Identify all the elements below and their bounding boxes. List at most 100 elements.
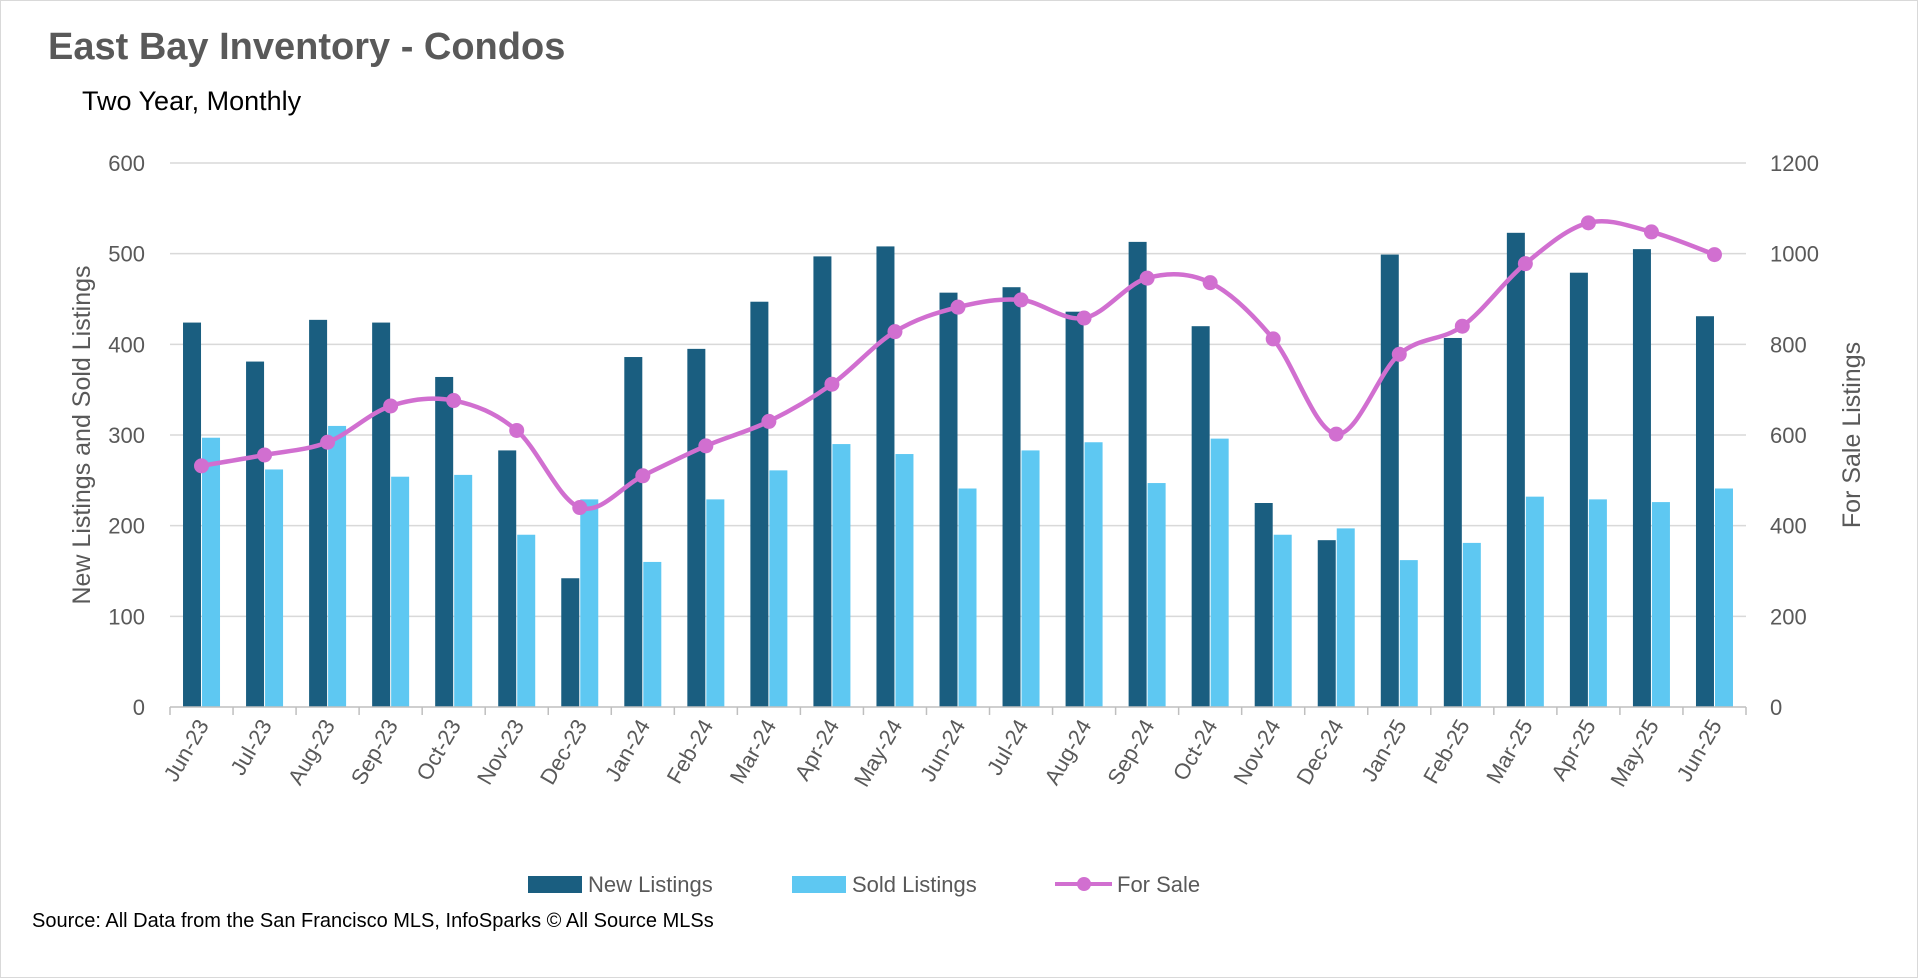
bar-new-listings — [1506, 232, 1525, 707]
left-tick-label: 300 — [108, 423, 145, 448]
right-tick-label: 800 — [1770, 332, 1807, 357]
for-sale-point — [194, 458, 210, 474]
left-tick-label: 600 — [108, 151, 145, 176]
x-tick-label: Nov-23 — [472, 715, 529, 789]
x-tick-label: Jun-25 — [1672, 715, 1727, 786]
bar-new-listings — [183, 322, 202, 707]
x-tick-label: Dec-23 — [535, 715, 592, 789]
bar-new-listings — [750, 301, 769, 707]
for-sale-point — [1580, 215, 1596, 231]
bar-new-listings — [246, 361, 265, 707]
bar-new-listings — [1632, 249, 1651, 707]
bar-new-listings — [1002, 287, 1021, 707]
for-sale-line-path — [201, 218, 1716, 511]
right-tick-label: 600 — [1770, 423, 1807, 448]
right-tick-label: 1000 — [1770, 242, 1819, 267]
for-sale-point — [1013, 292, 1029, 308]
for-sale-point — [1202, 275, 1218, 291]
bar-new-listings — [561, 578, 580, 707]
bar-sold-listings — [1147, 483, 1166, 707]
bar-new-listings — [1695, 316, 1714, 707]
right-tick-label: 400 — [1770, 514, 1807, 539]
for-sale-point — [572, 500, 588, 516]
bar-sold-listings — [1399, 560, 1418, 707]
left-tick-label: 200 — [108, 514, 145, 539]
bar-sold-listings — [1084, 442, 1103, 707]
bar-sold-listings — [643, 561, 662, 707]
legend-swatch-for-sale-marker — [1077, 877, 1091, 891]
for-sale-point — [1265, 331, 1281, 347]
bar-new-listings — [1317, 540, 1336, 707]
bar-new-listings — [498, 450, 517, 707]
x-tick-label: Jun-24 — [915, 715, 970, 786]
bar-new-listings — [1128, 241, 1147, 707]
left-tick-label: 0 — [133, 695, 145, 720]
bar-new-listings — [624, 357, 643, 707]
source-note: Source: All Data from the San Francisco … — [32, 910, 714, 932]
x-tick-label: Sep-23 — [346, 715, 403, 789]
for-sale-point — [1517, 256, 1533, 272]
legend-swatch-new-listings — [528, 876, 582, 893]
for-sale-point — [1643, 224, 1659, 240]
right-tick-label: 0 — [1770, 695, 1782, 720]
x-tick-label: Jan-24 — [600, 715, 655, 786]
bar-sold-listings — [895, 454, 914, 707]
bar-new-listings — [813, 256, 832, 707]
bar-sold-listings — [1588, 499, 1607, 707]
bar-new-listings — [1443, 337, 1462, 707]
bar-sold-listings — [1021, 450, 1040, 707]
bar-sold-listings — [1210, 438, 1229, 707]
bar-sold-listings — [391, 476, 410, 707]
legend-label-new-listings: New Listings — [588, 872, 713, 897]
bar-sold-listings — [454, 474, 473, 707]
chart-subtitle: Two Year, Monthly — [82, 86, 302, 116]
x-tick-label: May-24 — [849, 715, 907, 791]
bar-sold-listings — [1273, 534, 1292, 707]
for-sale-point — [635, 468, 651, 484]
gridlines — [170, 162, 1746, 618]
chart-title: East Bay Inventory - Condos — [48, 26, 566, 68]
bar-sold-listings — [1336, 528, 1355, 707]
bars — [183, 232, 1733, 707]
for-sale-point — [1076, 310, 1092, 326]
for-sale-point — [1454, 318, 1470, 334]
bar-sold-listings — [1651, 502, 1670, 707]
bar-new-listings — [1569, 272, 1588, 707]
bar-sold-listings — [328, 425, 347, 707]
right-tick-label: 1200 — [1770, 151, 1819, 176]
for-sale-point — [824, 376, 840, 392]
x-tick-label: Mar-24 — [725, 715, 781, 788]
x-tick-label: Mar-25 — [1481, 715, 1537, 788]
x-tick-label: Aug-23 — [283, 715, 340, 789]
for-sale-point — [1328, 426, 1344, 442]
for-sale-point — [761, 413, 777, 429]
for-sale-point — [383, 398, 399, 414]
legend-label-sold-listings: Sold Listings — [852, 872, 977, 897]
x-tick-label: Feb-24 — [662, 715, 719, 788]
bar-sold-listings — [202, 437, 221, 707]
for-sale-line — [194, 215, 1722, 516]
bar-sold-listings — [1462, 542, 1481, 707]
right-tick-label: 200 — [1770, 604, 1807, 629]
x-tick-label: Dec-24 — [1291, 715, 1348, 789]
x-tick-label: Jul-24 — [982, 715, 1034, 779]
bar-sold-listings — [517, 534, 536, 707]
x-tick-label: Aug-24 — [1039, 715, 1096, 789]
bar-sold-listings — [580, 499, 599, 707]
bar-new-listings — [1254, 503, 1273, 707]
left-tick-label: 400 — [108, 332, 145, 357]
x-tick-label: Sep-24 — [1102, 715, 1159, 789]
bar-new-listings — [687, 348, 706, 707]
bar-new-listings — [1380, 254, 1399, 707]
legend-swatch-sold-listings — [792, 876, 846, 893]
for-sale-point — [509, 422, 525, 438]
bar-new-listings — [939, 292, 958, 707]
x-tick-label: May-25 — [1605, 715, 1663, 791]
for-sale-point — [1391, 346, 1407, 362]
for-sale-point — [320, 434, 336, 450]
x-tick-label: Jan-25 — [1356, 715, 1411, 786]
x-tick-label: Jul-23 — [225, 715, 277, 779]
x-tick-label: Jun-23 — [159, 715, 214, 786]
bar-sold-listings — [1525, 496, 1544, 707]
